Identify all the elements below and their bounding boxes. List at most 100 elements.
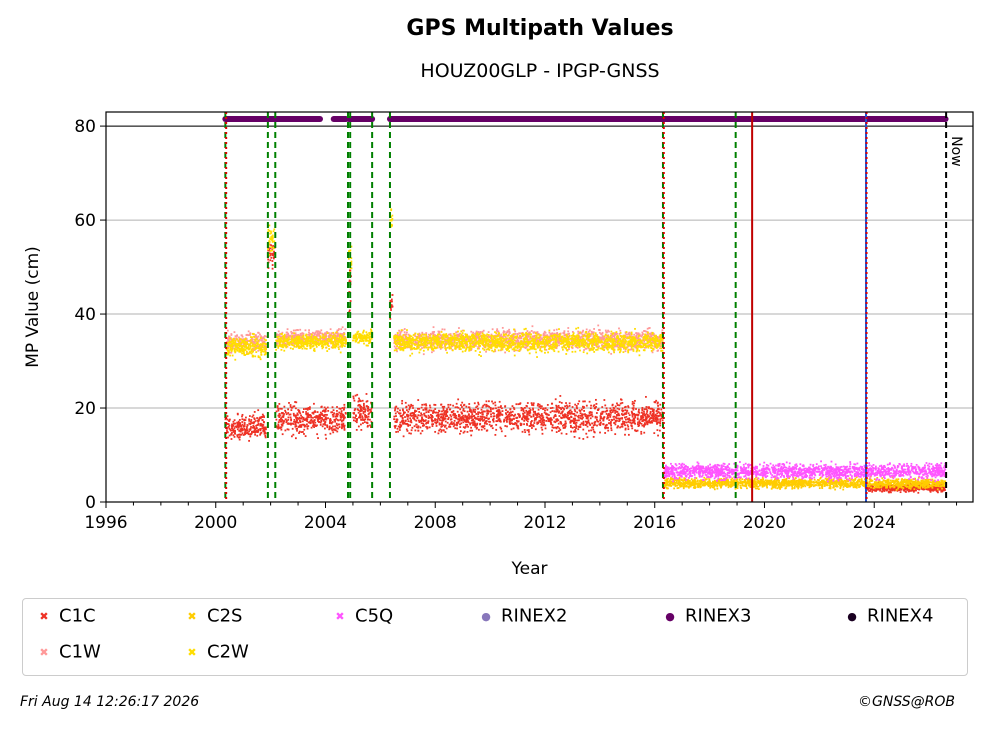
data-point	[546, 409, 548, 411]
data-point	[535, 428, 537, 430]
data-point	[358, 417, 360, 419]
data-point	[508, 413, 510, 415]
data-point	[500, 334, 502, 336]
data-point	[655, 414, 657, 416]
data-point	[578, 400, 580, 402]
data-point	[560, 422, 562, 424]
data-point	[642, 407, 644, 409]
data-point	[626, 422, 628, 424]
data-point	[660, 415, 662, 417]
data-point	[534, 413, 536, 415]
data-point	[478, 429, 480, 431]
data-point	[590, 417, 592, 419]
data-point	[602, 335, 604, 337]
data-point	[295, 407, 297, 409]
data-point	[437, 412, 439, 414]
data-point	[602, 423, 604, 425]
data-point	[558, 423, 560, 425]
data-point	[507, 417, 509, 419]
data-point	[519, 414, 521, 416]
data-point	[358, 400, 360, 402]
data-point	[397, 408, 399, 410]
data-point	[594, 422, 596, 424]
data-point	[395, 415, 397, 417]
data-point	[458, 327, 460, 329]
data-point	[473, 415, 475, 417]
data-point	[334, 428, 336, 430]
data-point	[538, 420, 540, 422]
data-point	[418, 425, 420, 427]
data-point	[290, 424, 292, 426]
data-point	[293, 413, 295, 415]
data-point	[326, 414, 328, 416]
data-point	[404, 412, 406, 414]
data-point	[504, 435, 506, 437]
data-point	[438, 410, 440, 412]
data-point	[363, 413, 365, 415]
data-point	[442, 418, 444, 420]
data-point	[338, 420, 340, 422]
data-point	[477, 416, 479, 418]
data-point	[645, 396, 647, 398]
data-point	[308, 416, 310, 418]
data-point	[486, 404, 488, 406]
data-point	[569, 421, 571, 423]
data-point	[408, 409, 410, 411]
data-point	[461, 406, 463, 408]
data-point	[294, 419, 296, 421]
data-point	[257, 409, 259, 411]
data-point	[229, 435, 231, 437]
data-point	[420, 420, 422, 422]
data-point	[305, 411, 307, 413]
data-point	[288, 402, 290, 404]
data-point	[611, 429, 613, 431]
data-point	[548, 418, 550, 420]
data-point	[566, 433, 568, 435]
data-point	[602, 419, 604, 421]
data-point	[588, 430, 590, 432]
data-point	[645, 406, 647, 408]
data-point	[516, 417, 518, 419]
data-point	[433, 410, 435, 412]
data-point	[257, 350, 259, 352]
data-point	[533, 422, 535, 424]
data-point	[491, 401, 493, 403]
data-point	[599, 432, 601, 434]
data-point	[340, 408, 342, 410]
data-point	[415, 424, 417, 426]
data-point	[598, 345, 600, 347]
data-point	[545, 420, 547, 422]
data-point	[398, 330, 400, 332]
data-point	[241, 421, 243, 423]
data-point	[309, 421, 311, 423]
data-point	[421, 407, 423, 409]
data-point	[444, 411, 446, 413]
data-point	[616, 333, 618, 335]
data-point	[317, 411, 319, 413]
data-point	[439, 419, 441, 421]
data-point	[325, 438, 327, 440]
data-point	[481, 411, 483, 413]
data-point	[302, 411, 304, 413]
data-point	[599, 329, 601, 331]
data-point	[653, 413, 655, 415]
data-point	[265, 436, 267, 438]
data-point	[646, 411, 648, 413]
data-point	[275, 419, 277, 421]
data-point	[565, 421, 567, 423]
data-point	[905, 491, 907, 493]
data-point	[545, 332, 547, 334]
data-point	[596, 412, 598, 414]
data-point	[229, 336, 231, 338]
data-point	[362, 422, 364, 424]
data-point	[894, 490, 896, 492]
data-point	[652, 408, 654, 410]
data-point	[344, 428, 346, 430]
data-point	[353, 398, 355, 400]
data-point	[440, 417, 442, 419]
data-point	[418, 420, 420, 422]
data-point	[513, 427, 515, 429]
data-point	[447, 418, 449, 420]
data-point	[337, 414, 339, 416]
data-point	[632, 403, 634, 405]
